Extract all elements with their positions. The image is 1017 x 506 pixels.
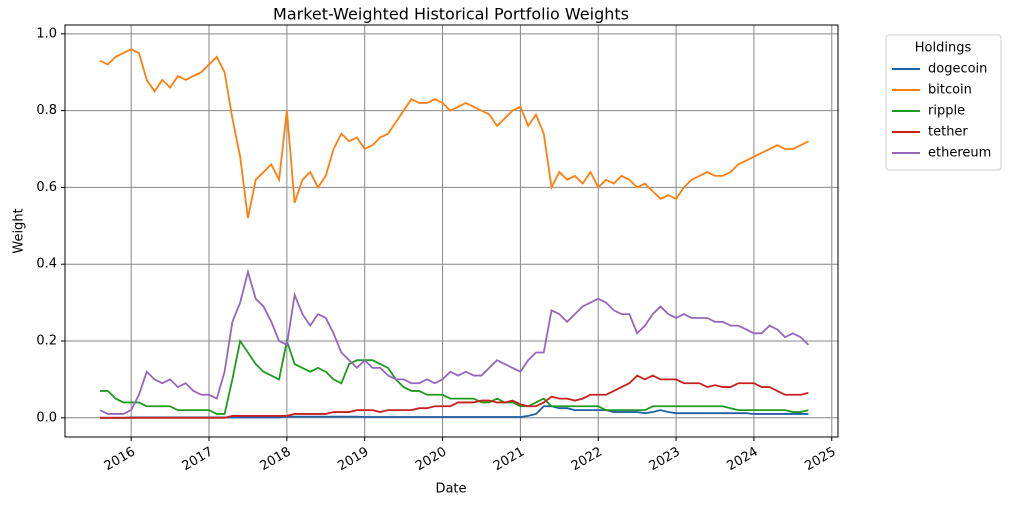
line-series <box>100 374 809 419</box>
x-axis-label: Date <box>435 482 466 497</box>
x-tick-label: 2016 <box>102 445 138 475</box>
legend-label: tether <box>928 125 968 140</box>
x-tick-label: 2025 <box>802 445 838 475</box>
line-series <box>100 337 809 415</box>
y-axis-label: Weight <box>12 208 27 253</box>
y-tick-label: 0.0 <box>36 410 57 425</box>
legend-title: Holdings <box>915 41 972 56</box>
line-series <box>100 405 809 419</box>
line-series <box>99 268 810 415</box>
y-tick-label: 1.0 <box>36 26 57 41</box>
chart-title: Market-Weighted Historical Portfolio Wei… <box>273 5 629 24</box>
x-tick-label: 2018 <box>257 445 293 475</box>
y-tick-label: 0.2 <box>36 334 57 349</box>
x-tick-label: 2020 <box>413 445 449 475</box>
legend-label: dogecoin <box>928 62 987 77</box>
x-tick-label: 2019 <box>335 445 371 475</box>
x-tick-label: 2022 <box>569 445 605 475</box>
plot-frame <box>64 24 839 438</box>
legend-label: bitcoin <box>928 83 972 98</box>
x-tick-label: 2021 <box>491 445 527 475</box>
legend-label: ethereum <box>928 146 991 161</box>
y-tick-label: 0.4 <box>36 257 57 272</box>
y-tick-label: 0.6 <box>36 180 57 195</box>
y-tick-label: 0.8 <box>36 103 57 118</box>
x-tick-label: 2023 <box>647 445 683 475</box>
x-tick-label: 2024 <box>725 445 761 475</box>
line-series <box>99 48 809 219</box>
x-tick-label: 2017 <box>180 445 216 475</box>
legend-label: ripple <box>928 104 965 119</box>
